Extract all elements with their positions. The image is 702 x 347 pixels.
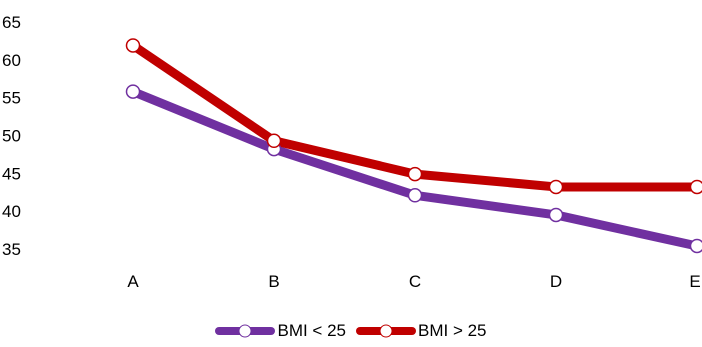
data-point-series-1 bbox=[548, 207, 564, 223]
x-tick-label: B bbox=[268, 272, 279, 291]
legend-item-series-1: BMI < 25 bbox=[215, 321, 346, 341]
series-layer bbox=[125, 38, 702, 254]
legend-swatch-series-2 bbox=[356, 324, 416, 338]
data-point-series-1 bbox=[689, 238, 702, 254]
data-point-series-2 bbox=[407, 166, 423, 182]
legend-item-series-2: BMI > 25 bbox=[356, 321, 487, 341]
x-tick-label: C bbox=[409, 272, 421, 291]
y-tick-label: 35 bbox=[2, 240, 21, 259]
x-tick-label: A bbox=[127, 272, 139, 291]
legend-swatch-series-1 bbox=[215, 324, 276, 338]
y-axis-tick-labels: 35 40 45 50 55 60 65 bbox=[2, 13, 21, 259]
series-line-2 bbox=[128, 40, 702, 192]
y-tick-label: 55 bbox=[2, 89, 21, 108]
y-tick-label: 60 bbox=[2, 51, 21, 70]
x-tick-label: D bbox=[550, 272, 562, 291]
data-point-series-1 bbox=[407, 188, 423, 203]
x-tick-label: E bbox=[689, 272, 700, 291]
data-point-series-2 bbox=[266, 133, 282, 149]
y-tick-label: 65 bbox=[2, 13, 21, 32]
y-tick-label: 45 bbox=[2, 164, 21, 183]
data-point-series-2 bbox=[548, 179, 564, 195]
y-tick-label: 50 bbox=[2, 127, 21, 146]
x-axis-tick-labels: A B C D E bbox=[127, 272, 700, 291]
chart-plot-area: 35 40 45 50 55 60 65 A B C D E bbox=[2, 13, 702, 291]
chart-legend: BMI < 25 BMI > 25 bbox=[0, 317, 702, 345]
data-point-series-2 bbox=[689, 179, 702, 195]
legend-label-series-1: BMI < 25 bbox=[277, 321, 346, 340]
data-point-series-1 bbox=[125, 84, 141, 99]
legend-label-series-2: BMI > 25 bbox=[418, 321, 487, 340]
data-point-series-2 bbox=[125, 38, 141, 53]
y-tick-label: 40 bbox=[2, 202, 21, 221]
